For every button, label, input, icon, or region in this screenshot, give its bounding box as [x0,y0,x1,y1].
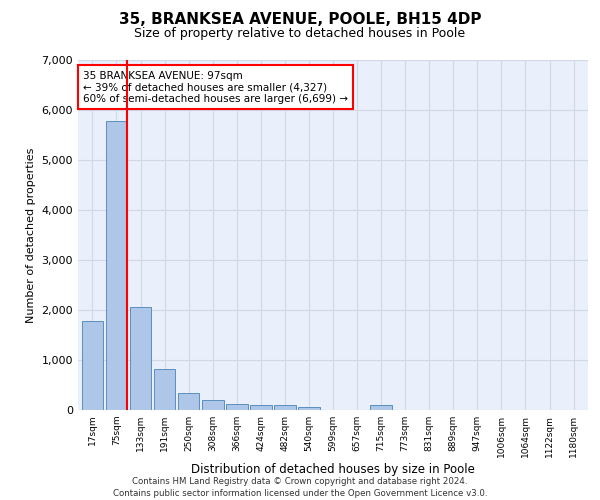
Bar [250,405,272,410]
Bar [82,321,103,410]
Bar [370,405,392,410]
Text: Size of property relative to detached houses in Poole: Size of property relative to detached ho… [134,28,466,40]
Y-axis label: Number of detached properties: Number of detached properties [26,148,36,322]
Bar [178,393,199,410]
Bar [154,369,175,410]
Bar [298,406,320,410]
Bar [274,405,296,410]
Text: 35, BRANKSEA AVENUE, POOLE, BH15 4DP: 35, BRANKSEA AVENUE, POOLE, BH15 4DP [119,12,481,28]
Bar [202,400,224,410]
X-axis label: Distribution of detached houses by size in Poole: Distribution of detached houses by size … [191,462,475,475]
Text: 35 BRANKSEA AVENUE: 97sqm
← 39% of detached houses are smaller (4,327)
60% of se: 35 BRANKSEA AVENUE: 97sqm ← 39% of detac… [83,70,348,104]
Bar [106,121,127,410]
Text: Contains public sector information licensed under the Open Government Licence v3: Contains public sector information licen… [113,488,487,498]
Bar [130,307,151,410]
Text: Contains HM Land Registry data © Crown copyright and database right 2024.: Contains HM Land Registry data © Crown c… [132,477,468,486]
Bar [226,404,248,410]
